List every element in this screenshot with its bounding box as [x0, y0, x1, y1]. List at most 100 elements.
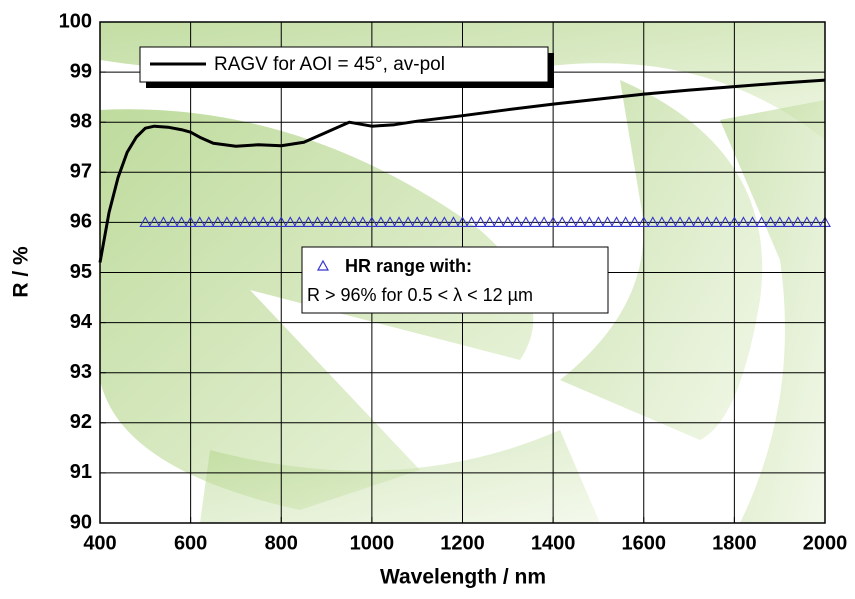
- triangle-marker: [239, 216, 251, 227]
- triangle-marker: [393, 216, 405, 227]
- triangle-marker: [248, 216, 260, 227]
- y-tick-label: 100: [59, 10, 92, 32]
- triangle-marker: [547, 216, 560, 227]
- triangle-marker: [628, 216, 641, 227]
- triangle-marker: [728, 216, 741, 227]
- triangle-marker: [302, 216, 315, 227]
- triangle-marker: [483, 216, 496, 227]
- triangle-marker: [184, 216, 197, 227]
- triangle-marker: [375, 216, 387, 227]
- x-tick-label: 1400: [531, 532, 576, 554]
- triangle-marker: [365, 216, 378, 227]
- triangle-marker: [501, 216, 514, 227]
- y-tick-label: 94: [70, 311, 93, 333]
- triangle-marker: [773, 216, 786, 227]
- triangle-marker: [230, 216, 242, 227]
- triangle-marker: [311, 216, 324, 227]
- y-tick-label: 98: [70, 110, 92, 132]
- triangle-marker: [683, 216, 695, 227]
- y-tick-label: 99: [70, 60, 92, 82]
- triangle-marker: [157, 216, 170, 227]
- triangle-marker: [293, 216, 306, 227]
- triangle-marker: [175, 216, 188, 227]
- triangle-marker: [592, 216, 605, 227]
- plot-frame: [99, 21, 826, 524]
- y-tick-label: 97: [70, 161, 92, 183]
- legend-hr: HR range with: R > 96% for 0.5 < λ < 12 …: [301, 246, 609, 314]
- triangle-marker: [438, 216, 451, 227]
- triangle-marker: [800, 216, 813, 227]
- triangle-marker: [447, 216, 460, 227]
- x-axis-label: Wavelength / nm: [380, 566, 546, 589]
- triangle-marker: [737, 216, 750, 227]
- triangle-marker: [782, 216, 795, 227]
- triangle-marker: [510, 216, 523, 227]
- y-axis-label: R / %: [10, 246, 33, 298]
- triangle-marker: [411, 216, 424, 227]
- triangle-marker: [565, 216, 578, 227]
- triangle-marker: [402, 216, 415, 227]
- triangle-marker: [583, 216, 596, 227]
- triangle-marker: [574, 216, 587, 227]
- triangle-marker: [456, 216, 469, 227]
- triangle-marker: [420, 216, 433, 227]
- triangle-marker: [429, 216, 442, 227]
- triangle-marker: [193, 216, 206, 227]
- triangle-marker: [338, 216, 351, 227]
- legend-box: [301, 246, 609, 314]
- triangle-marker: [520, 216, 532, 227]
- x-tick-label: 1200: [440, 532, 485, 554]
- triangle-marker: [701, 216, 714, 227]
- triangle-marker: [275, 216, 288, 227]
- triangle-marker: [692, 216, 705, 227]
- legend-label: RAGV for AOI = 45°, av-pol: [214, 54, 445, 75]
- triangle-marker: [211, 216, 224, 227]
- legend-label: HR range with:: [345, 256, 472, 276]
- triangle-marker: [655, 216, 668, 227]
- triangle-marker: [538, 216, 550, 227]
- triangle-marker: [320, 216, 333, 227]
- y-tick-label: 96: [70, 211, 92, 233]
- y-tick-label: 93: [70, 361, 92, 383]
- annotation: R > 96% for 0.5 < λ < 12 µm: [307, 285, 533, 305]
- triangle-marker: [492, 216, 505, 227]
- triangle-marker: [746, 216, 759, 227]
- triangle-marker: [791, 216, 804, 227]
- legend-box: [139, 46, 549, 83]
- triangle-marker: [220, 216, 233, 227]
- triangle-marker: [347, 216, 360, 227]
- y-tick-label: 95: [70, 261, 92, 283]
- triangle-marker: [710, 216, 723, 227]
- x-tick-label: 1600: [622, 532, 667, 554]
- x-tick-label: 600: [174, 532, 207, 554]
- triangle-marker: [529, 216, 541, 227]
- triangle-marker: [148, 216, 161, 227]
- triangle-marker: [764, 216, 777, 227]
- y-tick-label: 92: [70, 411, 92, 433]
- triangle-marker: [384, 216, 396, 227]
- y-tick-label: 91: [70, 461, 92, 483]
- triangle-marker: [601, 216, 614, 227]
- triangle-marker: [474, 216, 487, 227]
- legend: RAGV for AOI = 45°, av-pol: [139, 46, 554, 88]
- triangle-marker: [810, 216, 822, 227]
- y-tick-label: 90: [70, 511, 92, 533]
- triangle-marker: [556, 216, 569, 227]
- x-tick-label: 2000: [803, 532, 848, 554]
- triangle-marker: [329, 216, 342, 227]
- triangle-marker: [266, 216, 279, 227]
- triangle-marker: [646, 216, 659, 227]
- x-tick-label: 400: [83, 532, 116, 554]
- triangle-marker: [610, 216, 623, 227]
- triangle-marker: [619, 216, 632, 227]
- triangle-marker: [284, 216, 297, 227]
- data-line: [98, 78, 826, 263]
- x-tick-label: 1800: [712, 532, 757, 554]
- x-tick-label: 1000: [350, 532, 395, 554]
- triangle-marker: [202, 216, 215, 227]
- x-tick-label: 800: [265, 532, 298, 554]
- triangle-marker: [719, 216, 732, 227]
- triangle-marker: [356, 216, 369, 227]
- triangle-marker: [465, 216, 478, 227]
